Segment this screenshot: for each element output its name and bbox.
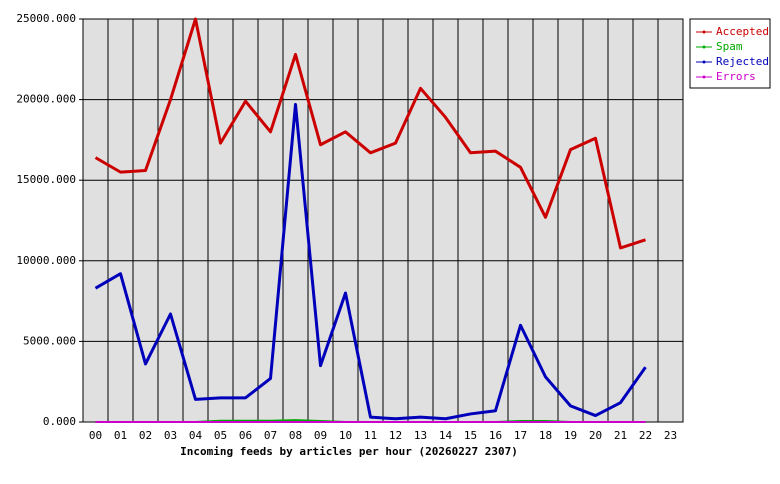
- legend-label: Rejected: [716, 55, 769, 68]
- series-line: [94, 17, 646, 250]
- x-tick-label: 06: [239, 429, 252, 442]
- x-tick-label: 18: [539, 429, 552, 442]
- legend-marker: [702, 30, 706, 34]
- x-tick-label: 05: [214, 429, 227, 442]
- x-tick-label: 11: [364, 429, 377, 442]
- y-tick-label: 5000.000: [23, 334, 76, 347]
- y-tick-label: 10000.000: [16, 254, 76, 267]
- x-tick-label: 00: [89, 429, 102, 442]
- x-tick-label: 08: [289, 429, 302, 442]
- legend-marker: [702, 75, 706, 79]
- x-tick-label: 19: [564, 429, 577, 442]
- x-tick-label: 15: [464, 429, 477, 442]
- legend-marker: [702, 60, 706, 64]
- x-tick-label: 21: [614, 429, 627, 442]
- x-tick-label: 04: [189, 429, 203, 442]
- x-tick-label: 03: [164, 429, 177, 442]
- x-axis-label: Incoming feeds by articles per hour (202…: [180, 445, 518, 458]
- x-tick-label: 10: [339, 429, 352, 442]
- x-tick-label: 17: [514, 429, 527, 442]
- series-line: [94, 102, 647, 421]
- x-tick-label: 09: [314, 429, 327, 442]
- x-tick-label: 07: [264, 429, 277, 442]
- y-tick-label: 15000.000: [16, 173, 76, 186]
- x-tick-label: 14: [439, 429, 453, 442]
- x-tick-label: 20: [589, 429, 602, 442]
- legend-label: Accepted: [716, 25, 769, 38]
- legend-label: Errors: [716, 70, 756, 83]
- x-tick-label: 23: [664, 429, 677, 442]
- legend-marker: [702, 45, 706, 49]
- x-tick-label: 02: [139, 429, 152, 442]
- x-tick-label: 13: [414, 429, 427, 442]
- x-tick-label: 01: [114, 429, 127, 442]
- y-tick-label: 0.000: [43, 415, 76, 428]
- x-tick-label: 12: [389, 429, 402, 442]
- x-tick-label: 16: [489, 429, 502, 442]
- x-tick-label: 22: [639, 429, 652, 442]
- y-tick-label: 20000.000: [16, 93, 76, 106]
- y-tick-label: 25000.000: [16, 12, 76, 25]
- legend-label: Spam: [716, 40, 743, 53]
